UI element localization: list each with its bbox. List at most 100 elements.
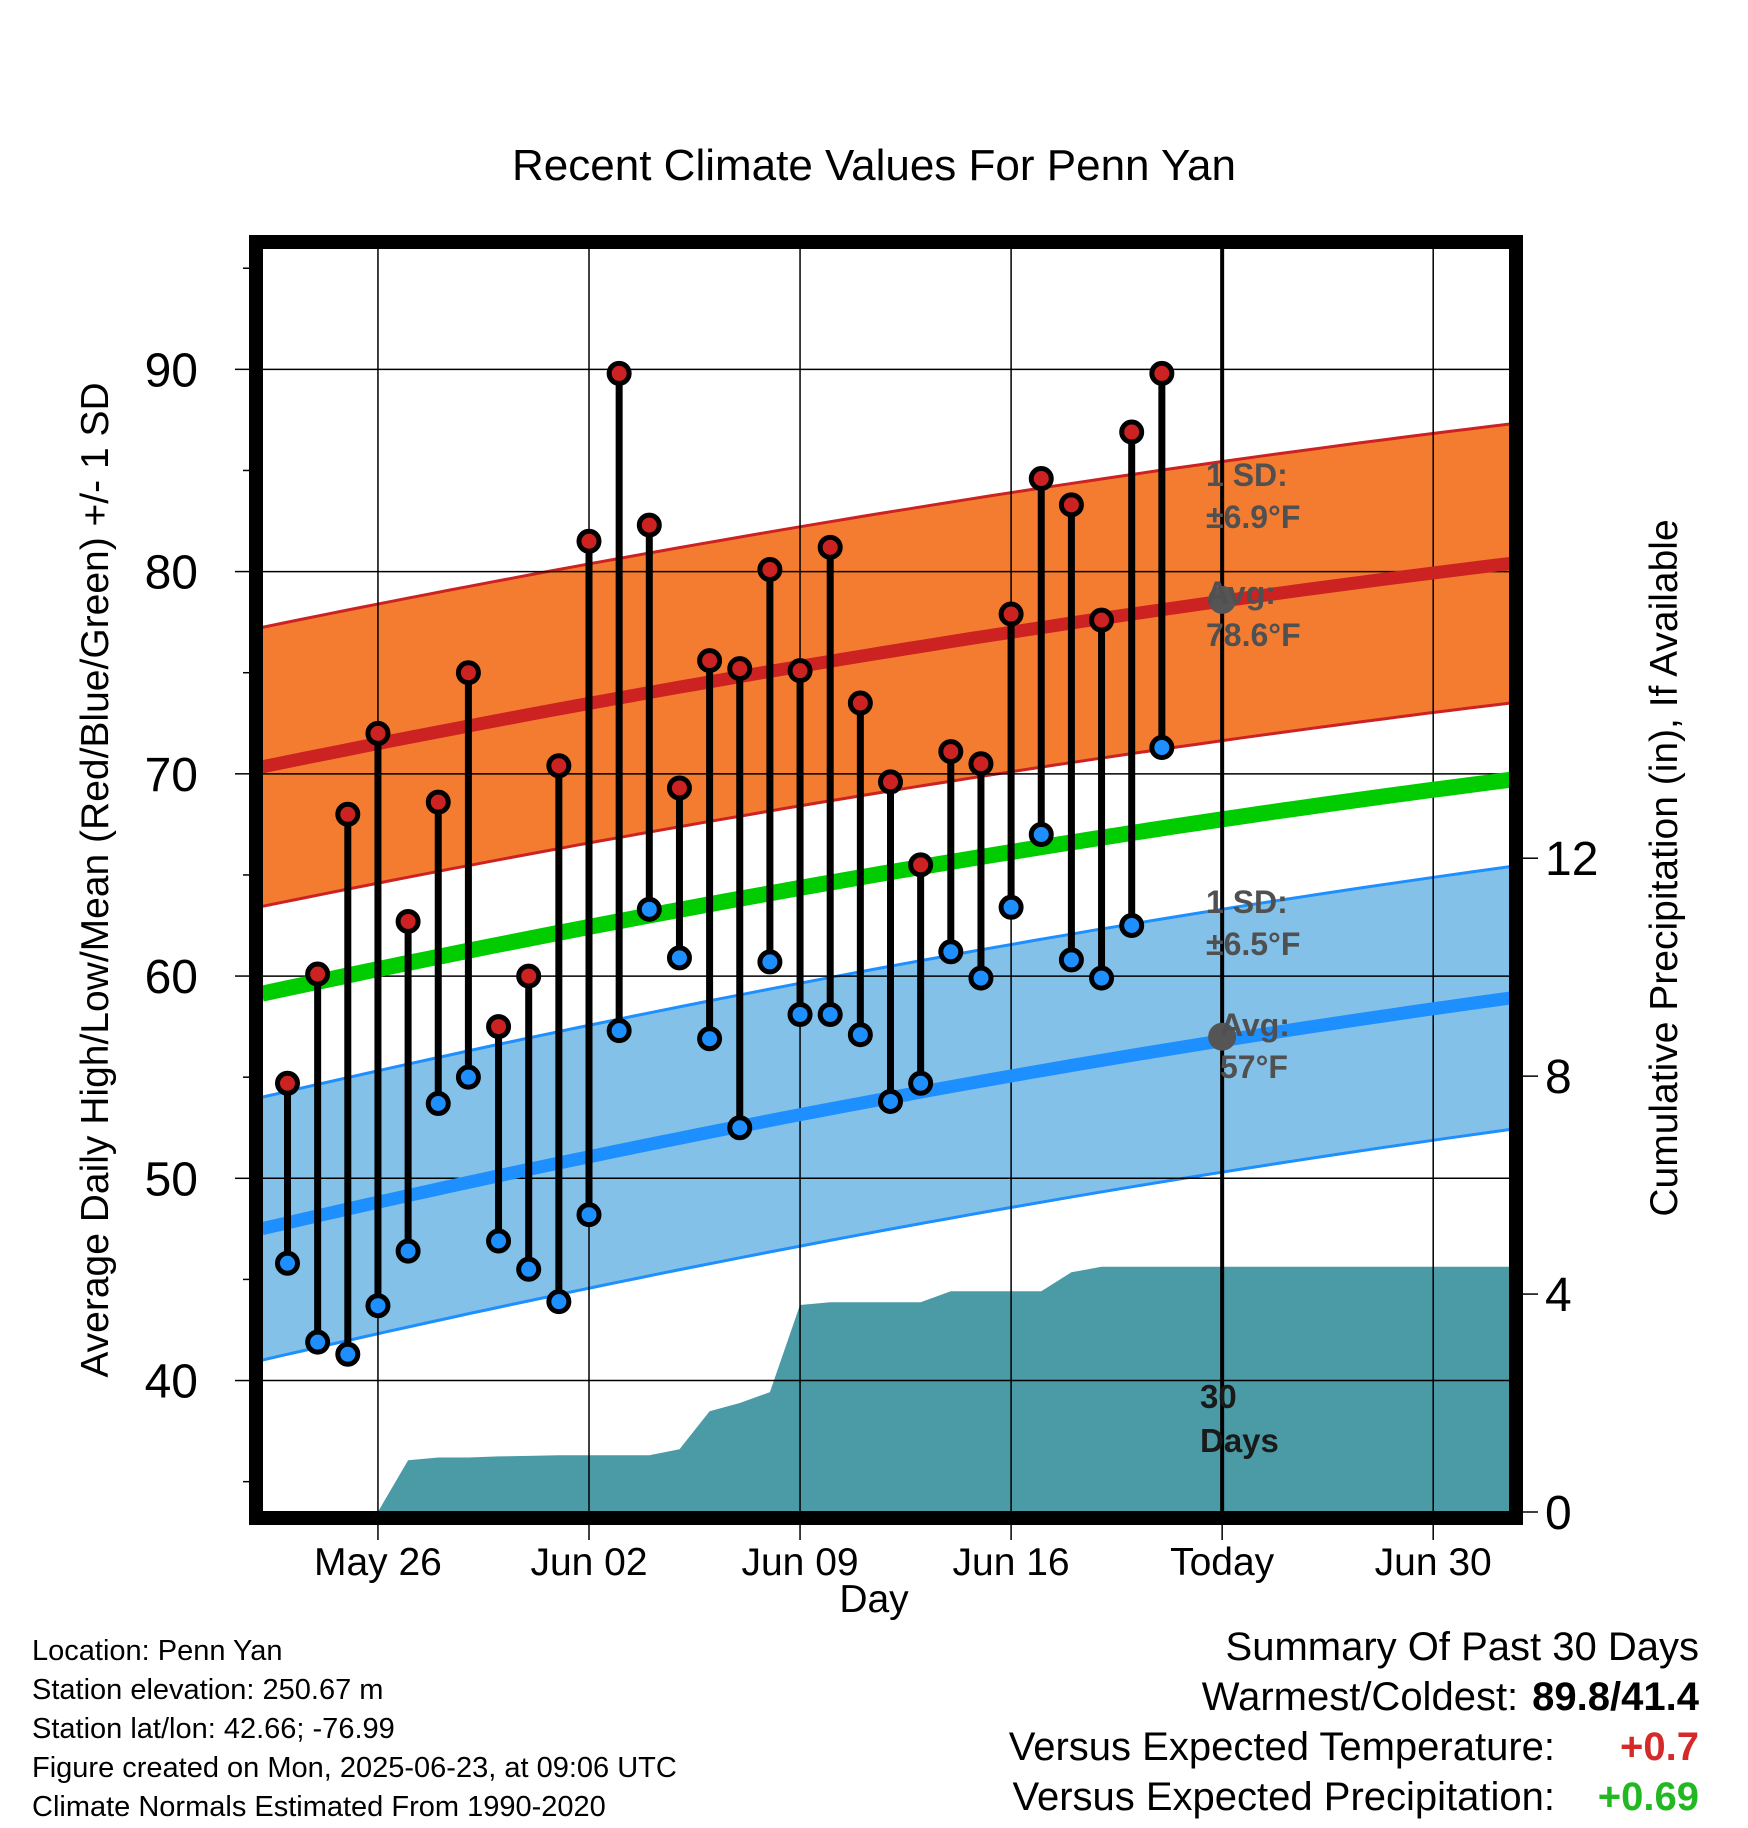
summary-warmest-label: Warmest/Coldest:: [1201, 1675, 1519, 1719]
daily-high-point: [365, 720, 391, 746]
x-tick-label: May 26: [314, 1541, 442, 1584]
daily-low-point: [636, 896, 662, 922]
station-info: Location: Penn Yan Station elevation: 25…: [32, 1632, 677, 1827]
info-elevation: Station elevation: 250.67 m: [32, 1674, 384, 1706]
daily-low-point: [666, 945, 692, 971]
daily-high-point: [636, 512, 662, 538]
daily-low-point: [1028, 821, 1054, 847]
summary-precip-row: Versus Expected Precipitation: +0.69: [1009, 1772, 1699, 1822]
daily-low-point: [1149, 735, 1175, 761]
daily-low-point: [878, 1088, 903, 1114]
daily-high-point: [727, 656, 753, 682]
chart-title: Recent Climate Values For Penn Yan: [512, 141, 1236, 190]
daily-high-point: [847, 690, 873, 716]
daily-high-point: [968, 751, 994, 777]
daily-low-point: [727, 1115, 753, 1141]
y-left-tick-label: 50: [145, 1153, 198, 1206]
daily-low-point: [1119, 913, 1145, 939]
low-sd-value: ±6.5°F: [1206, 926, 1300, 962]
daily-low-point: [395, 1238, 421, 1264]
today-avg-high-marker: [1208, 585, 1237, 614]
high-avg-label: Avg:: [1206, 575, 1276, 611]
y-left-tick-label: 40: [145, 1356, 198, 1409]
daily-low-point: [787, 1001, 813, 1027]
low-avg-label: Avg:: [1220, 1007, 1290, 1043]
daily-low-point: [1089, 965, 1115, 991]
low-sd-label: 1 SD:: [1206, 884, 1288, 920]
daily-high-point: [1058, 492, 1084, 518]
daily-low-point: [275, 1250, 300, 1276]
daily-high-point: [425, 789, 451, 815]
days-window-label: Days: [1200, 1422, 1279, 1459]
daily-low-point: [425, 1090, 451, 1116]
summary-precip-label: Versus Expected Precipitation:: [1012, 1775, 1555, 1819]
daily-high-point: [395, 908, 421, 934]
x-tick-label: Today: [1170, 1541, 1275, 1584]
daily-low-point: [576, 1202, 602, 1228]
info-location: Location: Penn Yan: [32, 1635, 283, 1667]
daily-high-point: [787, 658, 813, 684]
summary-temp-value: +0.7: [1620, 1725, 1699, 1769]
daily-low-point: [697, 1026, 723, 1052]
daily-low-point: [606, 1018, 632, 1044]
days-window-count: 30: [1200, 1378, 1237, 1415]
high-avg-value: 78.6°F: [1206, 617, 1301, 653]
summary-temp-label: Versus Expected Temperature:: [1008, 1725, 1555, 1769]
daily-high-point: [666, 775, 692, 801]
daily-high-point: [1028, 466, 1054, 492]
daily-high-point: [516, 963, 542, 989]
x-tick-label: Jun 09: [741, 1541, 858, 1584]
daily-low-point: [335, 1341, 361, 1367]
daily-high-point: [606, 360, 632, 386]
y-left-tick-label: 60: [145, 951, 198, 1004]
daily-low-point: [546, 1289, 572, 1315]
daily-low-point: [486, 1228, 512, 1254]
info-created: Figure created on Mon, 2025-06-23, at 09…: [32, 1752, 677, 1784]
y-left-tick-label: 70: [145, 749, 198, 802]
daily-high-point: [908, 852, 934, 878]
daily-high-point: [546, 753, 572, 779]
summary-temp-row: Versus Expected Temperature: +0.7: [1009, 1722, 1699, 1772]
low-avg-value: 57°F: [1220, 1049, 1288, 1085]
climate-chart: Recent Climate Values For Penn Yan 1 SD:…: [74, 141, 1686, 1620]
y-left-tick-label: 90: [145, 344, 198, 397]
daily-high-point: [305, 961, 331, 987]
daily-low-point: [847, 1022, 873, 1048]
daily-low-point: [968, 965, 994, 991]
info-normals: Climate Normals Estimated From 1990-2020: [32, 1791, 606, 1823]
daily-high-point: [938, 739, 964, 765]
summary-precip-value: +0.69: [1597, 1775, 1699, 1819]
x-tick-label: Jun 16: [953, 1541, 1070, 1584]
daily-low-point: [938, 939, 964, 965]
plot-frame: [249, 235, 1523, 1525]
low-sd-lower-line: [262, 1128, 1510, 1362]
daily-high-point: [757, 557, 783, 583]
summary-warmest-value: 89.8/41.4: [1532, 1675, 1699, 1719]
high-sd-value: ±6.9°F: [1206, 499, 1300, 535]
daily-low-point: [1058, 947, 1084, 973]
daily-high-point: [1119, 419, 1145, 445]
daily-low-point: [757, 949, 783, 975]
y-right-tick-label: 4: [1545, 1269, 1572, 1322]
daily-low-point: [365, 1293, 391, 1319]
y-right-tick-label: 8: [1545, 1051, 1572, 1104]
x-tick-label: Jun 30: [1375, 1541, 1492, 1584]
summary-panel: Summary Of Past 30 Days Warmest/Coldest:…: [1009, 1622, 1699, 1822]
daily-high-point: [455, 660, 481, 686]
high-sd-label: 1 SD:: [1206, 457, 1288, 493]
x-tick-label: Jun 02: [530, 1541, 647, 1584]
daily-low-point: [455, 1064, 481, 1090]
x-axis-label: Day: [839, 1578, 909, 1620]
high-sd-upper-line: [262, 422, 1510, 629]
daily-high-point: [817, 534, 843, 560]
daily-low-point: [305, 1329, 331, 1355]
y-right-tick-label: 12: [1545, 833, 1598, 886]
summary-heading: Summary Of Past 30 Days: [1225, 1625, 1699, 1669]
daily-high-point: [1089, 607, 1115, 633]
y-left-tick-label: 80: [145, 547, 198, 600]
summary-warmest-row: Warmest/Coldest: 89.8/41.4: [1009, 1672, 1699, 1722]
daily-low-point: [817, 1001, 843, 1027]
daily-high-point: [697, 648, 723, 674]
y-right-tick-label: 0: [1545, 1487, 1572, 1540]
low-sd-band: [262, 866, 1510, 1361]
